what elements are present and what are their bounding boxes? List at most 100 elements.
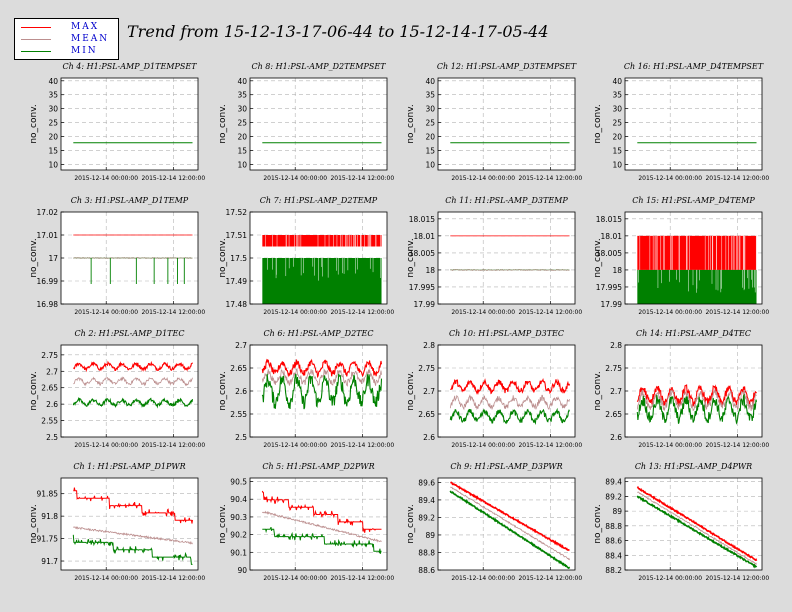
y-tick-label: 17.995 bbox=[596, 283, 622, 292]
legend-item-max: MAX bbox=[15, 22, 120, 34]
plot-area bbox=[625, 78, 762, 170]
y-tick-label: 35 bbox=[237, 91, 247, 100]
plot-area bbox=[438, 78, 575, 170]
y-tick-label: 17.99 bbox=[414, 300, 436, 309]
y-tick-label: 18.015 bbox=[596, 215, 622, 224]
y-tick-label: 20 bbox=[48, 133, 58, 142]
y-tick-label: 40 bbox=[612, 77, 622, 86]
x-tick-label: 2015-12-14 12:00:00 bbox=[518, 575, 582, 582]
y-tick-label: 2.55 bbox=[230, 410, 247, 419]
x-tick-label: 2015-12-14 12:00:00 bbox=[330, 442, 394, 449]
y-tick-label: 20 bbox=[612, 133, 622, 142]
y-axis-label: no_conv. bbox=[593, 238, 603, 277]
legend-label-min: MIN bbox=[71, 46, 98, 56]
y-axis-label: no_conv. bbox=[29, 371, 39, 410]
y-axis-label: no_conv. bbox=[593, 371, 603, 410]
chart-title: Ch 4: H1:PSL-AMP_D1TEMPSET bbox=[62, 62, 197, 71]
y-tick-label: 90.3 bbox=[230, 513, 247, 522]
series-mean bbox=[261, 368, 382, 387]
chart-panel: Ch 3: H1:PSL-AMP_D1TEMP 16.98 16.99 17 17.01… bbox=[29, 196, 205, 316]
y-tick-label: 18.015 bbox=[409, 215, 435, 224]
series-max bbox=[73, 487, 193, 524]
chart-panel: Ch 13: H1:PSL-AMP_D4PWR 88.2 88.4 88.6 88.8 8… bbox=[593, 462, 769, 582]
series-group bbox=[72, 360, 194, 409]
x-tick-label: 2015-12-14 00:00:00 bbox=[638, 575, 702, 582]
chart-panel: Ch 8: H1:PSL-AMP_D2TEMPSET 10 15 20 25 30 35 40… bbox=[218, 62, 394, 182]
series-group bbox=[449, 377, 571, 426]
x-tick-label: 2015-12-14 12:00:00 bbox=[330, 175, 394, 182]
x-tick-label: 2015-12-14 12:00:00 bbox=[330, 575, 394, 582]
y-axis-label: no_conv. bbox=[406, 371, 416, 410]
x-tick-label: 2015-12-14 12:00:00 bbox=[705, 309, 769, 316]
series-group bbox=[636, 384, 758, 425]
series-mean bbox=[73, 526, 193, 545]
y-tick-label: 2.7 bbox=[235, 341, 247, 350]
y-tick-label: 16.99 bbox=[37, 277, 59, 286]
y-tick-label: 30 bbox=[425, 105, 435, 114]
series-mean bbox=[637, 491, 757, 565]
y-tick-label: 88.6 bbox=[418, 566, 435, 575]
x-tick-label: 2015-12-14 00:00:00 bbox=[451, 175, 515, 182]
x-tick-label: 2015-12-14 00:00:00 bbox=[451, 309, 515, 316]
series-max bbox=[261, 358, 383, 379]
series-mean bbox=[450, 486, 570, 561]
x-tick-label: 2015-12-14 12:00:00 bbox=[518, 442, 582, 449]
y-tick-label: 2.65 bbox=[418, 410, 435, 419]
y-tick-label: 17.5 bbox=[230, 254, 247, 263]
y-tick-label: 30 bbox=[612, 105, 622, 114]
y-tick-label: 16.98 bbox=[37, 300, 59, 309]
y-tick-label: 15 bbox=[425, 146, 435, 155]
y-tick-label: 17.01 bbox=[37, 231, 59, 240]
y-tick-label: 90 bbox=[237, 566, 247, 575]
plot-frame bbox=[437, 477, 576, 571]
y-tick-label: 30 bbox=[48, 105, 58, 114]
y-tick-label: 2.6 bbox=[423, 433, 435, 442]
series-mean bbox=[73, 376, 193, 387]
x-tick-label: 2015-12-14 00:00:00 bbox=[263, 442, 327, 449]
plot-frame bbox=[60, 344, 199, 438]
x-tick-label: 2015-12-14 12:00:00 bbox=[518, 309, 582, 316]
chart-panel: Ch 16: H1:PSL-AMP_D4TEMPSET 10 15 20 25 30 35 4… bbox=[593, 62, 769, 182]
y-tick-label: 18 bbox=[612, 266, 622, 275]
y-tick-label: 89.4 bbox=[605, 478, 622, 487]
chart-title: Ch 7: H1:PSL-AMP_D2TEMP bbox=[260, 196, 378, 205]
chart-title: Ch 11: H1:PSL-AMP_D3TEMP bbox=[445, 196, 568, 205]
chart-panel: Ch 6: H1:PSL-AMP_D2TEC 2.5 2.55 2.6 2.65 2.7 2… bbox=[218, 329, 394, 449]
y-tick-label: 2.75 bbox=[41, 351, 58, 360]
plot-frame bbox=[60, 477, 199, 571]
y-tick-label: 2.65 bbox=[605, 410, 622, 419]
y-axis-label: no_conv. bbox=[29, 104, 39, 143]
series-min bbox=[72, 534, 193, 565]
y-tick-label: 89 bbox=[425, 531, 435, 540]
chart-title: Ch 14: H1:PSL-AMP_D4TEC bbox=[636, 329, 751, 338]
y-tick-label: 88.8 bbox=[418, 548, 435, 557]
y-tick-label: 10 bbox=[425, 160, 435, 169]
legend-item-mean: MEAN bbox=[15, 34, 120, 46]
y-tick-label: 20 bbox=[237, 133, 247, 142]
x-tick-label: 2015-12-14 00:00:00 bbox=[451, 442, 515, 449]
y-tick-label: 2.75 bbox=[605, 364, 622, 373]
chart-panel: Ch 10: H1:PSL-AMP_D3TEC 2.6 2.65 2.7 2.75 2.8… bbox=[406, 329, 582, 449]
chart-title: Ch 12: H1:PSL-AMP_D3TEMPSET bbox=[437, 62, 577, 71]
y-tick-label: 18.01 bbox=[601, 232, 623, 241]
y-tick-label: 2.7 bbox=[423, 387, 435, 396]
chart-panel: Ch 4: H1:PSL-AMP_D1TEMPSET 10 15 20 25 30 35 40… bbox=[29, 62, 205, 182]
plot-frame bbox=[624, 211, 763, 305]
series-mean bbox=[636, 389, 757, 412]
plot-area bbox=[250, 345, 387, 437]
x-tick-label: 2015-12-14 00:00:00 bbox=[74, 309, 138, 316]
y-tick-label: 2.8 bbox=[423, 341, 435, 350]
x-tick-label: 2015-12-14 00:00:00 bbox=[263, 175, 327, 182]
plot-area bbox=[61, 345, 198, 437]
page-title: Trend from 15-12-13-17-06-44 to 15-12-14… bbox=[127, 22, 549, 41]
y-tick-label: 25 bbox=[612, 119, 622, 128]
y-axis-label: no_conv. bbox=[29, 238, 39, 277]
plot-area bbox=[61, 78, 198, 170]
y-tick-label: 10 bbox=[48, 160, 58, 169]
chart-panel: Ch 12: H1:PSL-AMP_D3TEMPSET 10 15 20 25 30 35 4… bbox=[406, 62, 582, 182]
y-tick-label: 17.995 bbox=[409, 283, 435, 292]
chart-panel: Ch 9: H1:PSL-AMP_D3PWR 88.6 88.8 89 89.2 89.4… bbox=[406, 462, 582, 582]
y-tick-label: 15 bbox=[237, 146, 247, 155]
y-tick-label: 90.4 bbox=[230, 495, 247, 504]
y-axis-label: no_conv. bbox=[593, 504, 603, 543]
